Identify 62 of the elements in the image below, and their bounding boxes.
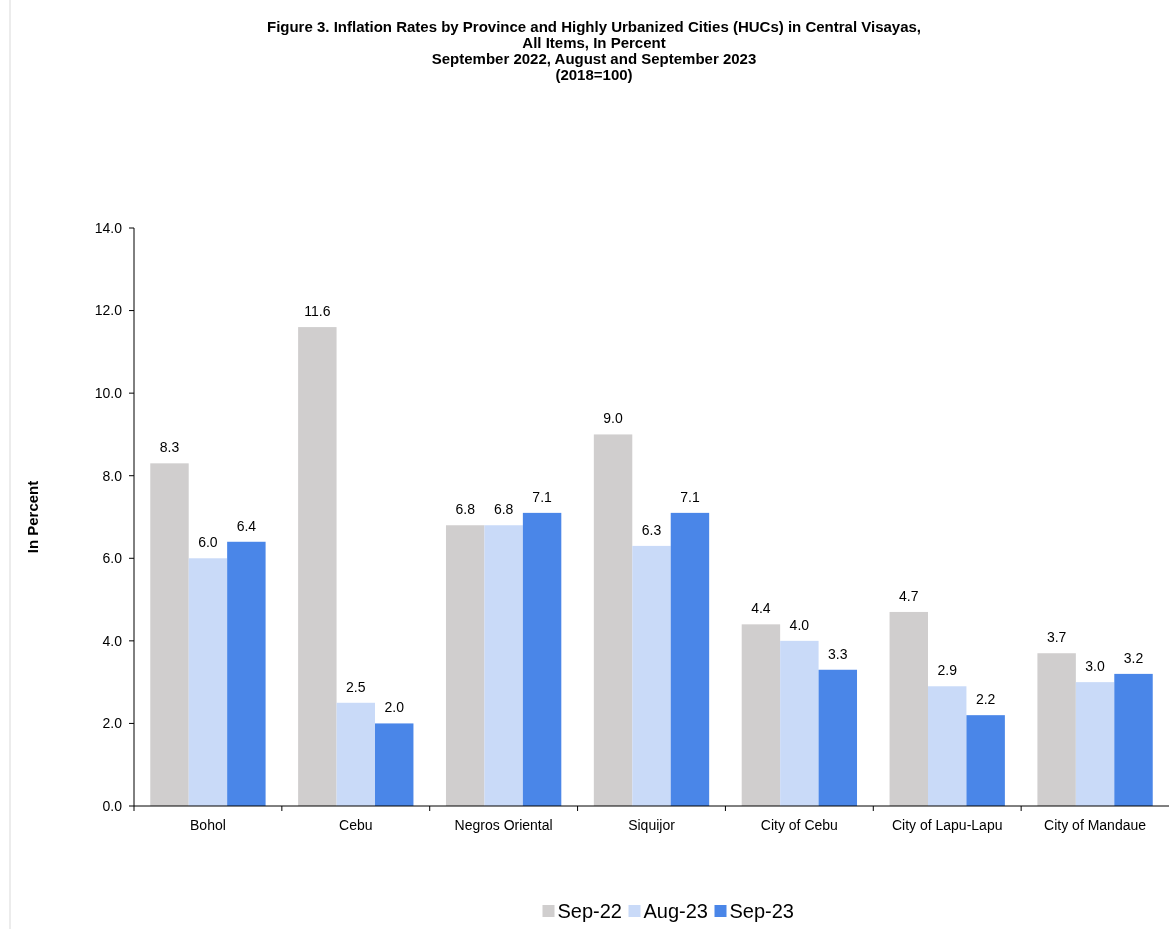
data-label: 4.7 <box>899 587 919 604</box>
bar <box>188 558 228 806</box>
data-label: 6.3 <box>641 521 662 538</box>
bar <box>966 715 1005 806</box>
bar <box>522 512 562 806</box>
data-label: 3.2 <box>1123 649 1144 666</box>
data-label: 9.0 <box>603 410 623 427</box>
bar <box>445 525 485 806</box>
bar <box>227 541 266 806</box>
legend-label: Sep-22 <box>557 900 622 922</box>
data-label: 2.9 <box>937 662 958 679</box>
legend-label: Sep-23 <box>729 900 794 922</box>
data-label: 2.0 <box>384 699 405 716</box>
bar <box>780 640 819 806</box>
data-label: 4.4 <box>751 600 771 617</box>
y-axis-title: In Percent <box>24 480 41 554</box>
y-tick-label: 12.0 <box>94 302 123 319</box>
y-tick-label: 8.0 <box>102 467 123 484</box>
data-label: 7.1 <box>532 488 553 505</box>
x-tick-label: Bohol <box>190 817 226 833</box>
y-tick-label: 4.0 <box>102 632 123 649</box>
x-tick-label: City of Mandaue <box>1044 817 1147 833</box>
bar <box>741 624 781 806</box>
x-tick-label: City of Cebu <box>760 817 838 833</box>
bar <box>1114 673 1153 806</box>
bar <box>670 512 710 806</box>
x-tick-label: Siquijor <box>628 817 676 833</box>
bar <box>593 434 633 806</box>
y-tick-label: 2.0 <box>102 715 123 732</box>
data-label: 6.0 <box>198 534 218 551</box>
data-label: 3.7 <box>1046 629 1067 646</box>
x-tick-label: City of Lapu-Lapu <box>891 817 1003 833</box>
bar <box>484 525 523 806</box>
data-label: 7.1 <box>680 488 700 505</box>
bar <box>927 686 967 806</box>
data-label: 6.4 <box>236 517 257 534</box>
data-label: 2.5 <box>346 678 366 695</box>
y-tick-label: 14.0 <box>94 219 123 236</box>
data-label: 6.8 <box>493 501 514 518</box>
data-label: 6.8 <box>455 501 476 518</box>
bar <box>1075 682 1115 806</box>
bar <box>150 463 189 806</box>
data-label: 3.0 <box>1085 658 1106 675</box>
y-tick-label: 10.0 <box>94 385 123 402</box>
bar <box>632 545 671 806</box>
chart-title: Figure 3. Inflation Rates by Province and Highly Urbanized Cities (HUCs) in Central Visayas, All Items, In Percent September 2022, August and September 2023 (2018=100) <box>266 18 922 83</box>
data-label: 11.6 <box>304 303 331 320</box>
y-tick-label: 0.0 <box>102 797 123 814</box>
bar <box>298 327 337 806</box>
data-label: 3.3 <box>828 645 848 662</box>
x-tick-label: Cebu <box>339 817 373 833</box>
y-tick-label: 6.0 <box>102 550 123 567</box>
data-label: 2.2 <box>975 691 996 708</box>
bar <box>818 669 858 806</box>
data-label: 8.3 <box>159 439 180 456</box>
bar <box>336 702 376 806</box>
bar <box>889 611 928 806</box>
legend-label: Aug-23 <box>643 900 708 922</box>
data-label: 4.0 <box>789 616 810 633</box>
x-tick-label: Negros Oriental <box>454 817 553 833</box>
bar <box>375 723 414 806</box>
bar <box>1037 653 1076 806</box>
